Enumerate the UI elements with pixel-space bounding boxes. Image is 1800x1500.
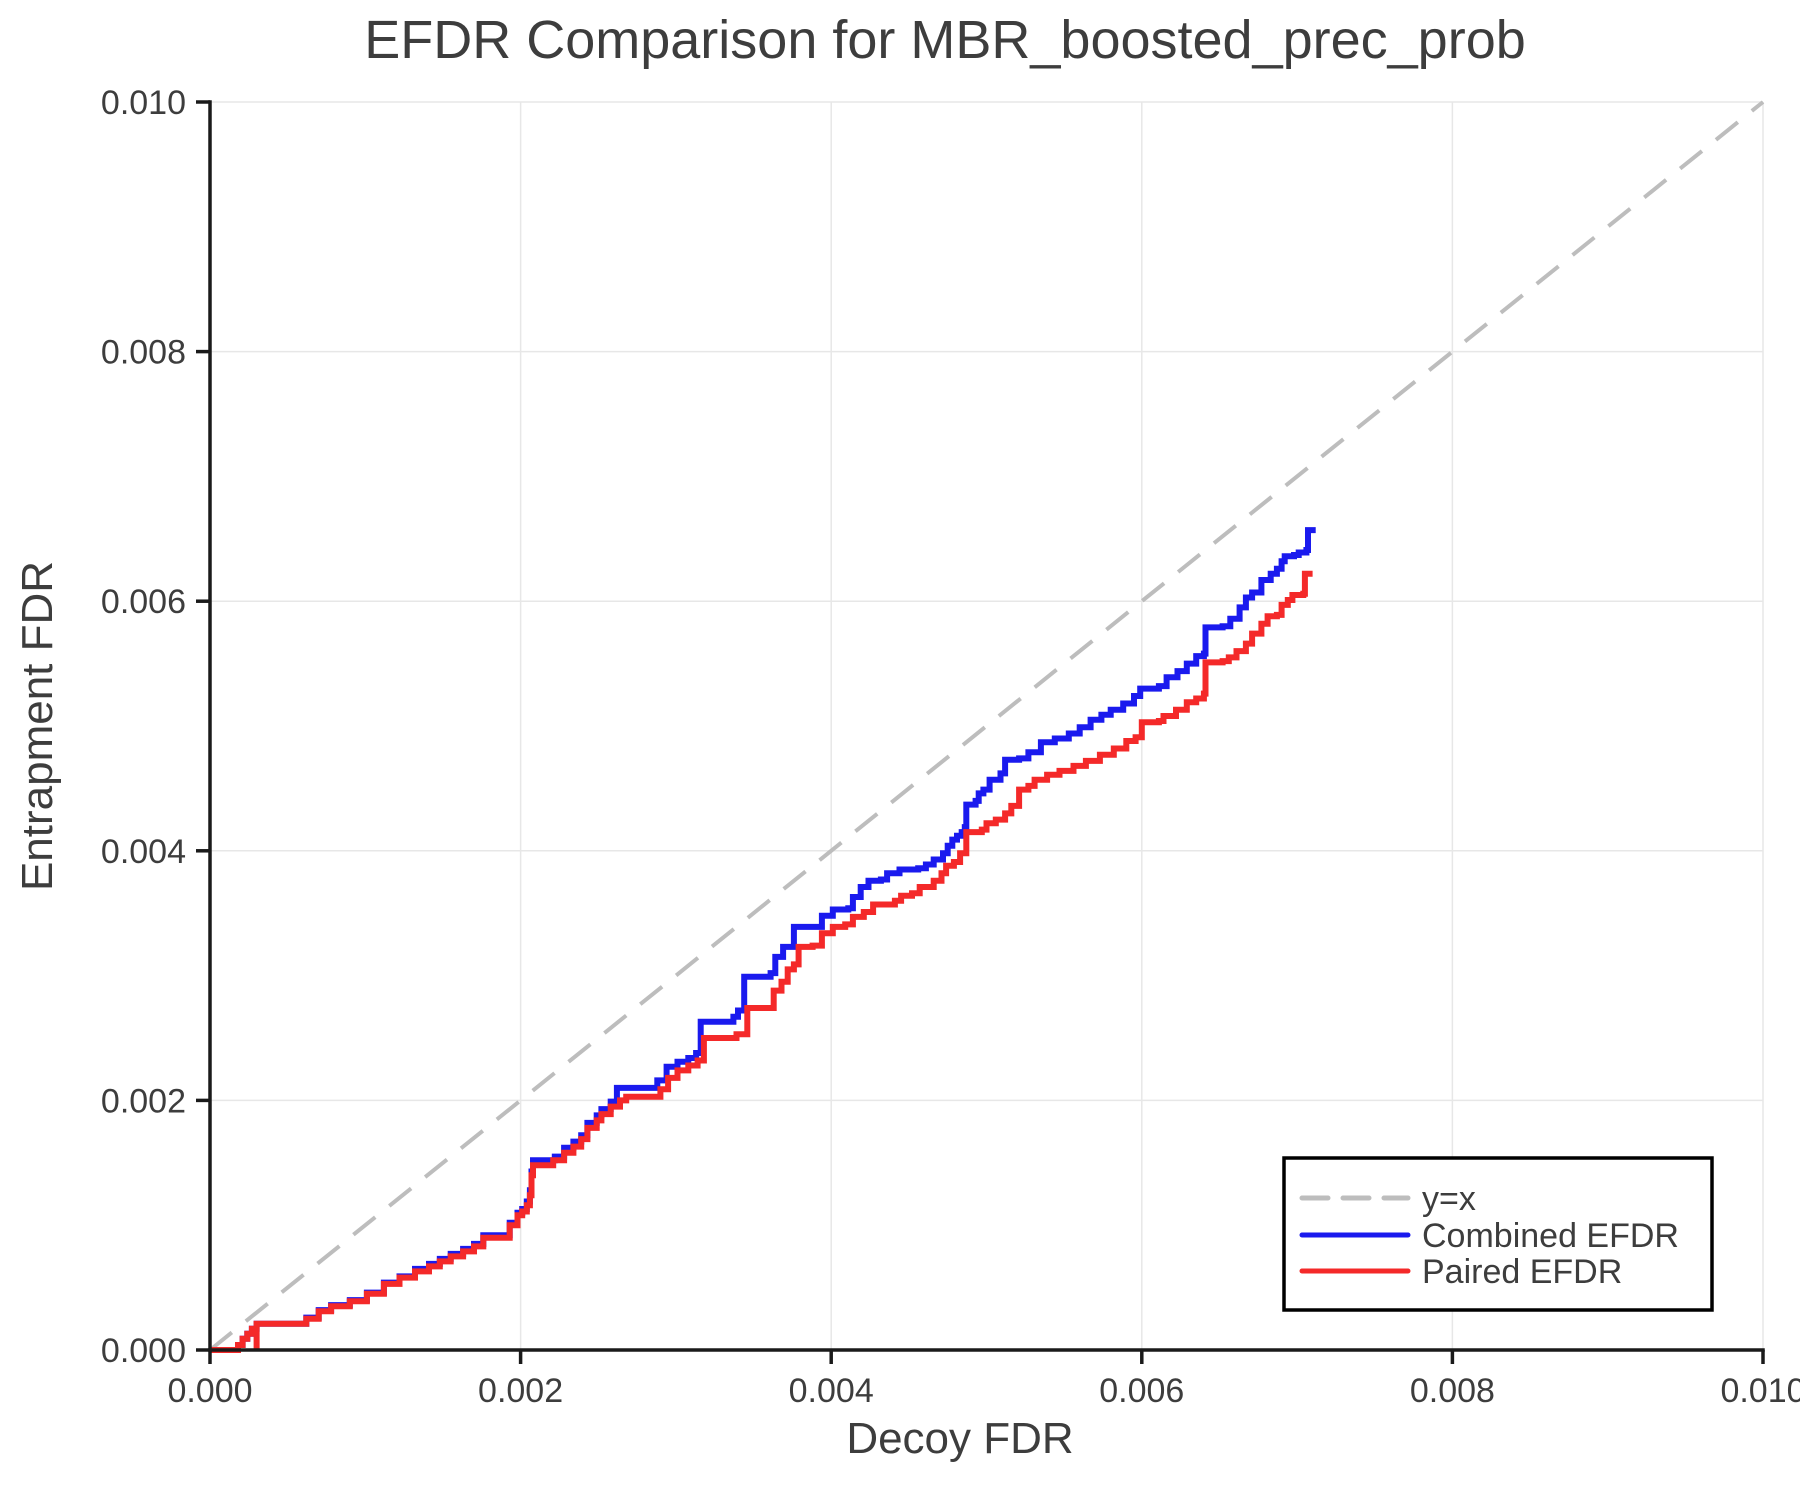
- axis-ticks: [196, 100, 1765, 1364]
- y-tick-label: 0.006: [101, 583, 186, 621]
- chart-title: EFDR Comparison for MBR_boosted_prec_pro…: [364, 10, 1526, 70]
- x-tick-label: 0.002: [478, 1372, 563, 1410]
- y-tick-label: 0.010: [101, 84, 186, 122]
- legend-label-identity: y=x: [1422, 1180, 1476, 1218]
- x-tick-label: 0.004: [789, 1372, 874, 1410]
- identity-reference-line: [208, 100, 1765, 1352]
- y-tick-label: 0.000: [101, 1332, 186, 1370]
- x-axis-label: Decoy FDR: [846, 1414, 1073, 1463]
- legend-label-paired: Paired EFDR: [1422, 1253, 1622, 1291]
- x-tick-label: 0.010: [1720, 1372, 1800, 1410]
- y-axis-label: Entrapment FDR: [13, 561, 62, 891]
- y-tick-label: 0.002: [101, 1082, 186, 1120]
- legend: y=x Combined EFDR Paired EFDR: [1282, 1156, 1714, 1312]
- x-tick-label: 0.006: [1099, 1372, 1184, 1410]
- y-tick-label: 0.004: [101, 833, 186, 871]
- x-tick-label: 0.000: [167, 1372, 252, 1410]
- combined-efdr-line: [210, 527, 1316, 1353]
- legend-label-combined: Combined EFDR: [1422, 1217, 1679, 1255]
- axis-tick-labels: 0.000 0.002 0.004 0.006 0.008 0.010 0.000 0.002…: [101, 84, 1800, 1410]
- y-tick-label: 0.008: [101, 334, 186, 372]
- x-tick-label: 0.008: [1410, 1372, 1495, 1410]
- paired-efdr-line: [210, 570, 1313, 1353]
